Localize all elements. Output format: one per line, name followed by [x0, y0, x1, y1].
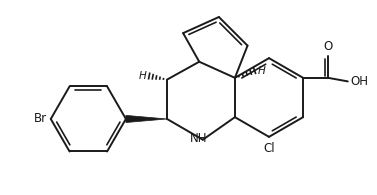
- Text: Br: Br: [34, 113, 47, 125]
- Text: H: H: [257, 66, 265, 76]
- Text: NH: NH: [190, 132, 208, 145]
- Text: O: O: [323, 40, 333, 53]
- Text: OH: OH: [350, 75, 368, 88]
- Text: Cl: Cl: [263, 142, 275, 155]
- Polygon shape: [126, 115, 167, 122]
- Text: H: H: [138, 71, 146, 81]
